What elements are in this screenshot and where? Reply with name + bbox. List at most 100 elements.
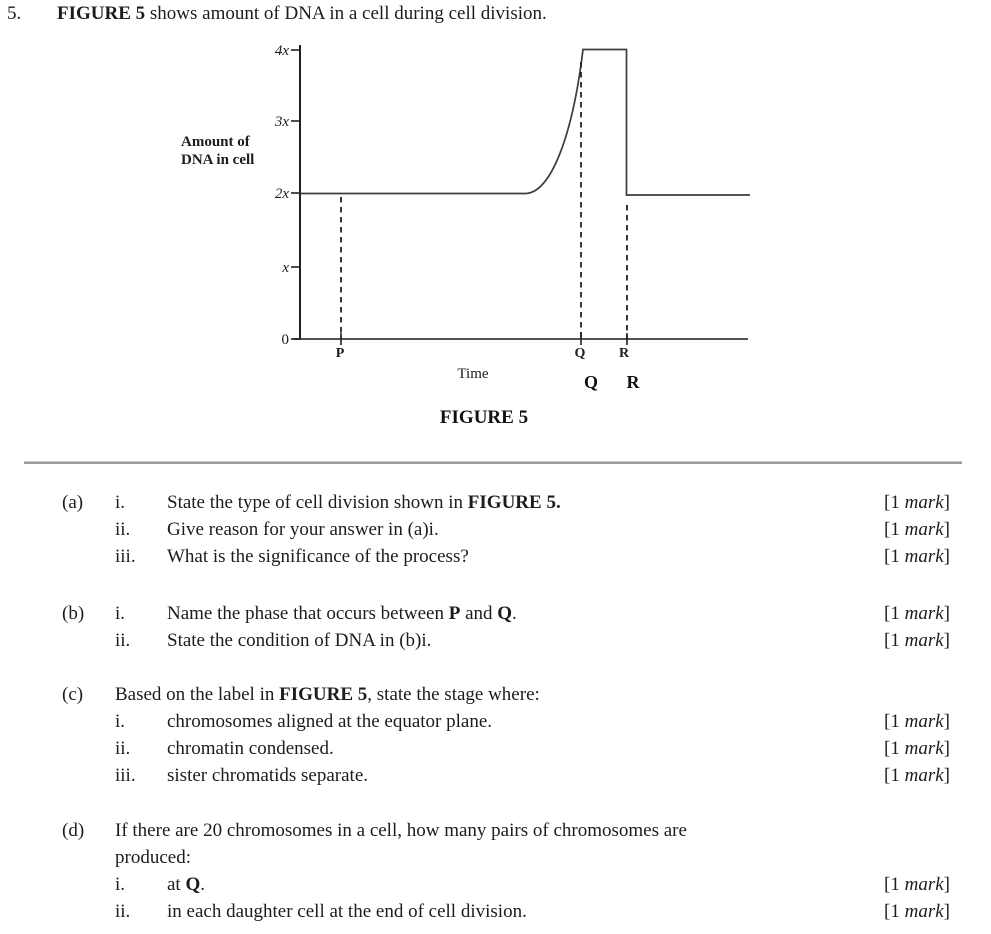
mark-close: ] bbox=[943, 738, 950, 759]
part-letter-spacer bbox=[62, 627, 115, 654]
y-axis-title-line1: Amount of bbox=[181, 134, 251, 150]
item-text-seg: State the condition of DNA in (b)i. bbox=[167, 630, 432, 651]
question-number: 5. bbox=[7, 3, 22, 24]
item-text-seg: State the type of cell division shown in bbox=[167, 492, 468, 513]
figure5-chart: 4x 3x 2x x 0 Amount of DNA in cell P Q R… bbox=[181, 43, 750, 428]
part-c: (c) Based on the label in FIGURE 5, stat… bbox=[0, 681, 991, 789]
part-letter-spacer bbox=[62, 844, 115, 871]
part-d-item-ii: ii. in each daughter cell at the end of … bbox=[0, 898, 991, 925]
item-text: sister chromatids separate. bbox=[167, 762, 884, 789]
part-letter: (a) bbox=[62, 492, 84, 513]
part-c-item-i: i. chromosomes aligned at the equator pl… bbox=[0, 708, 991, 735]
part-letter-spacer bbox=[62, 516, 115, 543]
point-label-Q: Q bbox=[575, 346, 586, 361]
mark-allocation: [1 mark] bbox=[884, 735, 991, 762]
mark-close: ] bbox=[943, 765, 950, 786]
mark-close: ] bbox=[943, 874, 950, 895]
intro-text: shows amount of DNA in a cell during cel… bbox=[145, 3, 547, 24]
y-label-3x: 3x bbox=[274, 114, 290, 130]
mark-close: ] bbox=[943, 630, 950, 651]
mark-close: ] bbox=[943, 901, 950, 922]
item-text-seg: Based on the label in bbox=[115, 684, 280, 705]
item-numeral: i. bbox=[115, 711, 126, 732]
part-d-item-i: i. at Q. [1 mark] bbox=[0, 871, 991, 898]
part-letter: (d) bbox=[62, 820, 85, 841]
item-text-seg: produced: bbox=[115, 847, 191, 868]
mark-open: [1 bbox=[884, 874, 905, 895]
mark-word: mark bbox=[904, 765, 944, 786]
item-text: chromosomes aligned at the equator plane… bbox=[167, 708, 884, 735]
part-letter: (b) bbox=[62, 603, 85, 624]
part-c-item-iii: iii. sister chromatids separate. [1 mark… bbox=[0, 762, 991, 789]
item-numeral: ii. bbox=[115, 901, 131, 922]
part-c-item-ii: ii. chromatin condensed. [1 mark] bbox=[0, 735, 991, 762]
mark-close: ] bbox=[943, 546, 950, 567]
item-text-seg: Name the phase that occurs between bbox=[167, 603, 449, 624]
item-numeral: iii. bbox=[115, 546, 136, 567]
item-numeral: ii. bbox=[115, 519, 131, 540]
item-text-bold: FIGURE 5 bbox=[279, 684, 368, 705]
mark-open: [1 bbox=[884, 901, 905, 922]
mark-open: [1 bbox=[884, 546, 905, 567]
mark-allocation: [1 mark] bbox=[884, 489, 991, 516]
mark-allocation: [1 mark] bbox=[884, 516, 991, 543]
mark-allocation: [1 mark] bbox=[884, 543, 991, 570]
y-label-4x: 4x bbox=[275, 43, 290, 59]
mark-open: [1 bbox=[884, 603, 905, 624]
point-label-R: R bbox=[619, 346, 630, 361]
part-d: (d) If there are 20 chromosomes in a cel… bbox=[0, 817, 991, 925]
part-letter-spacer bbox=[62, 871, 115, 898]
item-text: in each daughter cell at the end of cell… bbox=[167, 898, 884, 925]
item-text-seg: . bbox=[512, 603, 517, 624]
part-header-text: produced: bbox=[115, 844, 991, 871]
item-text-bold: Q bbox=[497, 603, 513, 624]
mark-word: mark bbox=[904, 874, 944, 895]
dna-amount-curve bbox=[300, 48, 750, 196]
mark-allocation: [1 mark] bbox=[884, 600, 991, 627]
item-text-seg: , state the stage where: bbox=[367, 684, 540, 705]
question-intro: FIGURE 5 shows amount of DNA in a cell d… bbox=[57, 2, 547, 26]
figure-caption: FIGURE 5 bbox=[440, 407, 528, 428]
phase-label-Q-bold: Q bbox=[584, 372, 598, 392]
part-b-item-ii: ii. State the condition of DNA in (b)i. … bbox=[0, 627, 991, 654]
mark-close: ] bbox=[943, 519, 950, 540]
part-d-header-continuation: produced: bbox=[0, 844, 991, 871]
part-d-header: (d) If there are 20 chromosomes in a cel… bbox=[0, 817, 991, 844]
item-text-seg: at bbox=[167, 874, 186, 895]
item-text: Give reason for your answer in (a)i. bbox=[167, 516, 884, 543]
y-axis-title-line2: DNA in cell bbox=[181, 152, 254, 168]
mark-open: [1 bbox=[884, 630, 905, 651]
item-text-seg: and bbox=[460, 603, 498, 624]
part-a: (a) i. State the type of cell division s… bbox=[0, 489, 991, 570]
mark-allocation: [1 mark] bbox=[884, 898, 991, 925]
mark-close: ] bbox=[943, 603, 950, 624]
part-letter-spacer bbox=[62, 762, 115, 789]
item-text-seg: chromosomes aligned at the equator plane… bbox=[167, 711, 493, 732]
item-numeral: i. bbox=[115, 603, 126, 624]
mark-open: [1 bbox=[884, 765, 905, 786]
mark-allocation: [1 mark] bbox=[884, 708, 991, 735]
mark-close: ] bbox=[943, 711, 950, 732]
y-label-2x: 2x bbox=[275, 186, 290, 202]
phase-label-R-bold: R bbox=[627, 372, 641, 392]
item-text-seg: Give reason for your answer in (a)i. bbox=[167, 519, 439, 540]
item-text-bold: FIGURE 5. bbox=[467, 492, 561, 513]
item-text-seg: chromatin condensed. bbox=[167, 738, 334, 759]
item-numeral: ii. bbox=[115, 738, 131, 759]
y-label-x: x bbox=[281, 260, 289, 276]
item-text: What is the significance of the process? bbox=[167, 543, 884, 570]
mark-allocation: [1 mark] bbox=[884, 871, 991, 898]
part-a-item-i: (a) i. State the type of cell division s… bbox=[0, 489, 991, 516]
part-b: (b) i. Name the phase that occurs betwee… bbox=[0, 600, 991, 654]
item-text-seg: . bbox=[200, 874, 205, 895]
y-label-0: 0 bbox=[282, 332, 290, 348]
part-c-header: (c) Based on the label in FIGURE 5, stat… bbox=[0, 681, 991, 708]
mark-word: mark bbox=[904, 630, 944, 651]
item-text-seg: What is the significance of the process? bbox=[167, 546, 469, 567]
item-numeral: i. bbox=[115, 874, 126, 895]
mark-open: [1 bbox=[884, 492, 905, 513]
intro-figure-ref: FIGURE 5 bbox=[57, 3, 146, 24]
mark-word: mark bbox=[904, 519, 944, 540]
point-label-P: P bbox=[336, 346, 345, 361]
